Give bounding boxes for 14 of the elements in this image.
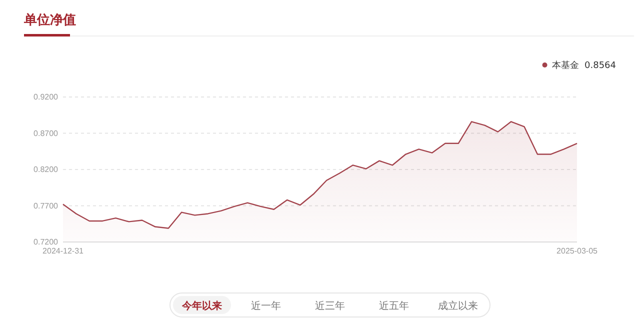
text: 近一年 xyxy=(251,300,281,312)
text: 成立以来 xyxy=(438,300,478,312)
y-tick-label: 0.7700 xyxy=(34,201,59,210)
text: 近三年 xyxy=(315,300,345,312)
y-tick-label: 0.7200 xyxy=(34,238,59,247)
text: 近五年 xyxy=(379,300,409,312)
x-tick-label: 2024-12-31 xyxy=(42,246,84,256)
legend-label: 本基金 0.8564 xyxy=(552,60,616,71)
chart-title: 单位净值 xyxy=(23,12,76,28)
y-tick-label: 0.8700 xyxy=(34,128,59,138)
y-tick-label: 0.9200 xyxy=(34,92,59,102)
y-tick-label: 0.8200 xyxy=(34,165,59,174)
text: 今年以来 xyxy=(181,300,222,312)
x-tick-label: 2025-03-05 xyxy=(556,246,598,256)
